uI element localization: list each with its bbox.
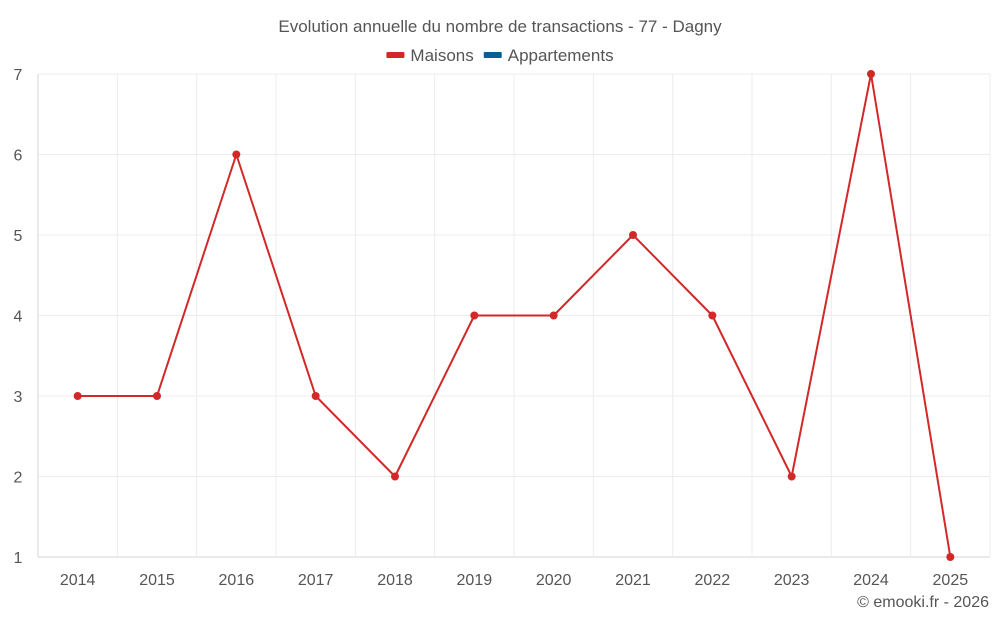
- legend-label: Appartements: [508, 46, 614, 65]
- legend-item-appartements[interactable]: Appartements: [483, 46, 614, 65]
- chart-title: Evolution annuelle du nombre de transact…: [278, 17, 722, 36]
- data-point[interactable]: [232, 150, 241, 159]
- x-tick-label: 2025: [933, 572, 969, 589]
- legend-label: Maisons: [410, 46, 473, 65]
- y-tick-label: 5: [14, 228, 23, 245]
- y-tick-label: 2: [14, 470, 23, 487]
- legend: Maisons Appartements: [386, 46, 614, 65]
- data-point[interactable]: [629, 231, 637, 239]
- legend-swatch: [386, 52, 405, 58]
- x-tick-label: 2022: [695, 572, 731, 589]
- x-tick-label: 2020: [536, 572, 572, 589]
- x-tick-label: 2016: [219, 572, 255, 589]
- data-point[interactable]: [153, 392, 161, 400]
- data-point[interactable]: [867, 70, 875, 78]
- x-tick-label: 2018: [377, 572, 413, 589]
- x-tick-label: 2021: [615, 572, 651, 589]
- x-tick-label: 2023: [774, 572, 810, 589]
- y-tick-label: 3: [14, 389, 23, 406]
- series-group: [73, 70, 955, 561]
- x-tick-label: 2024: [853, 572, 889, 589]
- y-tick-label: 4: [14, 309, 23, 326]
- x-tick-label: 2019: [457, 572, 493, 589]
- x-tick-label: 2014: [60, 572, 96, 589]
- data-point[interactable]: [311, 392, 320, 400]
- data-point[interactable]: [391, 472, 399, 481]
- data-point[interactable]: [73, 392, 82, 400]
- data-point[interactable]: [787, 472, 796, 481]
- x-tick-label: 2015: [139, 572, 175, 589]
- credit-text: © emooki.fr - 2026: [857, 594, 989, 611]
- y-axis-ticks: 1 2 3 4 5 6 7: [14, 67, 23, 567]
- legend-item-maisons[interactable]: Maisons: [386, 46, 474, 65]
- x-tick-label: 2017: [298, 572, 334, 589]
- data-point[interactable]: [708, 311, 717, 320]
- series-line-maisons: [77, 73, 952, 558]
- data-point[interactable]: [470, 311, 479, 320]
- x-axis-ticks: 2014 2015 2016 2017 2018 2019 2020 2021 2022 2023…: [60, 572, 968, 589]
- y-tick-label: 1: [14, 550, 23, 567]
- y-tick-label: 6: [14, 148, 23, 165]
- legend-swatch: [483, 52, 502, 58]
- y-tick-label: 7: [14, 67, 23, 84]
- data-point[interactable]: [946, 553, 955, 561]
- data-point[interactable]: [549, 311, 558, 320]
